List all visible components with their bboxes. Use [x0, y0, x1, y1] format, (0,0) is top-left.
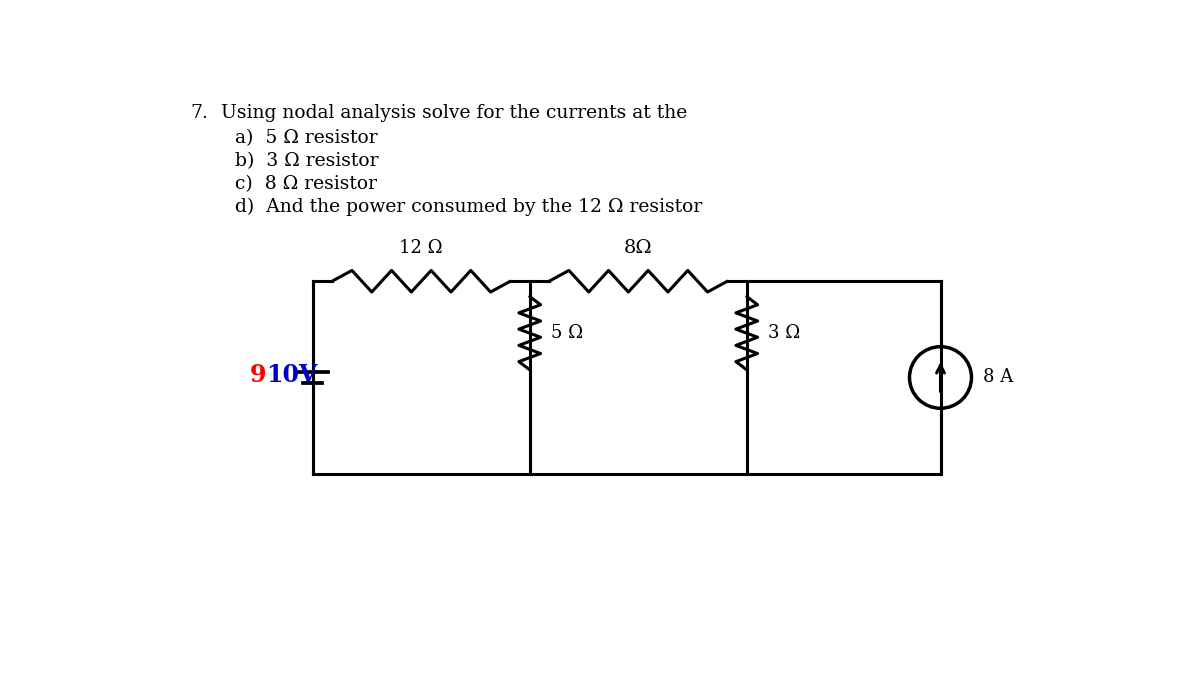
- Text: b)  3 Ω resistor: b) 3 Ω resistor: [235, 152, 379, 170]
- Text: a)  5 Ω resistor: a) 5 Ω resistor: [235, 129, 378, 147]
- Text: 3 Ω: 3 Ω: [768, 324, 800, 342]
- Text: d)  And the power consumed by the 12 Ω resistor: d) And the power consumed by the 12 Ω re…: [235, 198, 702, 216]
- Text: 8Ω: 8Ω: [624, 239, 653, 257]
- Text: 5 Ω: 5 Ω: [552, 324, 583, 342]
- Text: 8 A: 8 A: [983, 369, 1013, 387]
- Text: 9: 9: [250, 363, 266, 387]
- Text: 10V: 10V: [266, 363, 318, 387]
- Text: c)  8 Ω resistor: c) 8 Ω resistor: [235, 175, 377, 193]
- Text: Using nodal analysis solve for the currents at the: Using nodal analysis solve for the curre…: [221, 104, 688, 122]
- Text: 7.: 7.: [191, 104, 208, 122]
- Text: 12 Ω: 12 Ω: [400, 239, 443, 257]
